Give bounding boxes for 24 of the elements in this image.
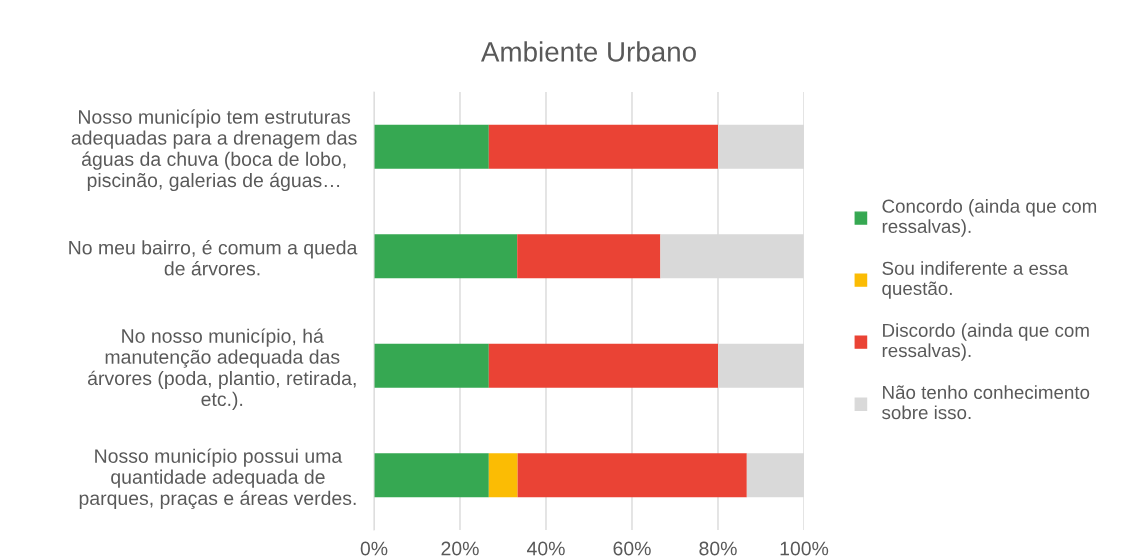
x-tick-label: 20% <box>441 541 479 556</box>
y-tick-label: No nosso município, há manutenção adequada das árvores (poda, plantio, retirada, etc.). <box>87 328 356 410</box>
y-tick-label: Nosso município possui uma quantidade adequada de parques, praças e áreas verdes. <box>79 448 356 510</box>
bar <box>488 343 718 388</box>
legend-label: Sou indiferente a essa questão. <box>882 261 1069 299</box>
x-tick-label: 0% <box>360 541 388 556</box>
bar <box>374 234 518 279</box>
y-tick-label: No meu bairro, é comum a queda de árvores. <box>69 240 358 276</box>
bar <box>374 343 489 388</box>
bar <box>374 124 489 169</box>
bar <box>374 453 489 498</box>
bar <box>517 234 661 279</box>
x-tick-label: 40% <box>526 541 565 556</box>
legend-label: Discordo (ainda que com ressalvas). <box>882 323 1089 361</box>
x-tick-label: 80% <box>699 541 737 556</box>
bar <box>488 124 718 169</box>
bar <box>488 453 518 498</box>
legend-label: Não tenho conhecimento sobre isso. <box>882 385 1090 420</box>
legend-label: Concordo (ainda que com ressalvas). <box>882 199 1097 237</box>
bar <box>517 453 747 498</box>
x-tick-label: 100% <box>780 541 829 556</box>
x-tick-label: 60% <box>613 541 651 556</box>
y-tick-label: Nosso município tem estruturas adequadas para a drenagem das águas da chuva (boca de lobo, piscinão, galerias de águas… <box>71 109 357 192</box>
chart-title: Ambiente Urbano <box>480 41 696 62</box>
